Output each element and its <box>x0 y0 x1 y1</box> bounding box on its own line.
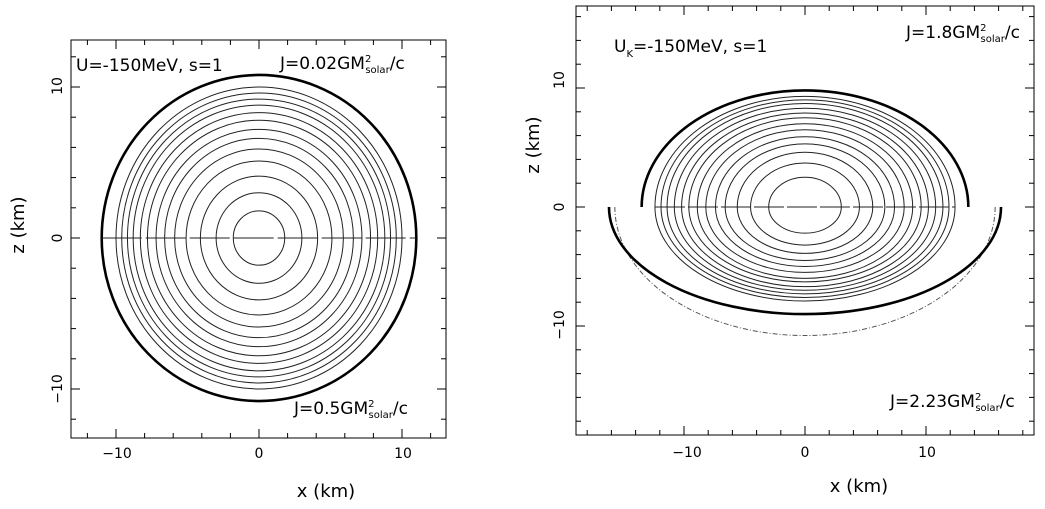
left-j-upper-annotation: J=0.02GM2 solar/c <box>279 54 405 76</box>
left-ticks <box>71 40 446 438</box>
contour-lower-1 <box>215 237 303 284</box>
contour-lower-10 <box>126 237 392 378</box>
contour-upper-2 <box>199 175 319 239</box>
right-xtick-label-neg10: −10 <box>672 445 702 461</box>
left-contours <box>100 73 418 403</box>
contour-lower-3 <box>185 237 333 316</box>
left-xtick-label-neg10: −10 <box>102 446 132 462</box>
contour-lower-12 <box>115 237 403 390</box>
contour-upper-4 <box>714 136 896 208</box>
contour-lower-6 <box>696 206 914 279</box>
contour-lower-1 <box>750 206 860 246</box>
surface-upper <box>640 89 970 208</box>
right-y-axis-label: z (km) <box>523 116 544 173</box>
contour-lower-0 <box>768 206 842 234</box>
contour-upper-7 <box>146 119 372 239</box>
contour-lower-0 <box>232 237 286 266</box>
left-ytick-label-10: 10 <box>50 77 66 95</box>
right-j-lower-annotation: J=2.23GM2 solar/c <box>889 392 1015 414</box>
surface-upper <box>100 73 418 239</box>
right-ytick-label-0: 0 <box>552 203 568 212</box>
contour-lower-4 <box>714 206 896 267</box>
right-plot-frame <box>575 5 1035 436</box>
contour-upper-4 <box>174 148 344 239</box>
contour-upper-6 <box>696 123 914 208</box>
contour-lower-11 <box>660 206 950 298</box>
right-j-upper-annotation: J=1.8GM2 solar/c <box>905 23 1020 45</box>
contour-upper-11 <box>121 92 397 239</box>
right-ytick-label-10: 10 <box>552 71 568 89</box>
right-contours <box>607 89 1003 337</box>
contour-upper-9 <box>673 107 937 208</box>
contour-lower-5 <box>164 237 354 339</box>
contour-upper-3 <box>185 160 333 239</box>
contour-lower-12 <box>654 206 956 302</box>
contour-upper-5 <box>705 129 905 208</box>
surface-lower <box>100 237 418 403</box>
contour-lower-5 <box>705 206 905 273</box>
left-xtick-label-0: 0 <box>255 446 264 462</box>
contour-upper-10 <box>126 98 392 239</box>
right-x-axis-label: x (km) <box>830 476 888 497</box>
contour-upper-0 <box>768 176 842 208</box>
right-ytick-label-neg10: −10 <box>552 310 568 340</box>
right-panel: −10 0 10 10 0 −10 x (km) z (km) UK=-150M… <box>523 5 1035 497</box>
contour-lower-9 <box>132 237 386 372</box>
contour-upper-1 <box>215 192 303 239</box>
contour-lower-8 <box>139 237 379 364</box>
contour-upper-6 <box>155 128 363 239</box>
contour-lower-4 <box>174 237 344 328</box>
contour-upper-7 <box>688 117 922 208</box>
left-ytick-label-0: 0 <box>50 234 66 243</box>
right-model-annotation: UK=-150MeV, s=1 <box>614 37 767 60</box>
contour-lower-7 <box>688 206 922 283</box>
contour-lower-3 <box>724 206 886 262</box>
right-xtick-label-10: 10 <box>918 445 936 461</box>
contour-upper-12 <box>654 95 956 208</box>
left-j-lower-annotation: J=0.5GM2 solar/c <box>293 399 408 421</box>
contour-lower-2 <box>199 237 319 301</box>
left-xtick-label-10: 10 <box>394 446 412 462</box>
contour-upper-3 <box>724 143 886 208</box>
contour-lower-6 <box>155 237 363 348</box>
right-ticks <box>576 6 1034 435</box>
contour-upper-5 <box>164 137 354 239</box>
surface-lower-dashed <box>614 206 996 337</box>
contour-upper-1 <box>750 162 860 208</box>
contour-lower-10 <box>666 206 944 295</box>
left-model-annotation: U=-150MeV, s=1 <box>76 56 223 76</box>
contour-upper-9 <box>132 104 386 239</box>
contour-upper-2 <box>736 151 874 208</box>
contour-upper-10 <box>666 103 944 208</box>
contour-upper-12 <box>115 86 403 239</box>
contour-lower-9 <box>673 206 937 291</box>
contour-upper-11 <box>660 99 950 208</box>
left-ytick-label-neg10: −10 <box>50 374 66 404</box>
left-y-axis-label: z (km) <box>8 196 29 253</box>
contour-lower-8 <box>681 206 929 288</box>
contour-lower-11 <box>121 237 397 384</box>
contour-upper-8 <box>139 112 379 239</box>
left-x-axis-label: x (km) <box>297 481 355 502</box>
surface-lower <box>607 206 1003 316</box>
contour-upper-8 <box>681 112 929 208</box>
right-xtick-label-0: 0 <box>801 445 810 461</box>
left-panel: −10 0 10 10 0 −10 x (km) z (km) U=-150Me… <box>8 39 447 502</box>
contour-lower-2 <box>736 206 874 254</box>
contour-upper-0 <box>232 210 286 239</box>
contour-lower-7 <box>146 237 372 357</box>
